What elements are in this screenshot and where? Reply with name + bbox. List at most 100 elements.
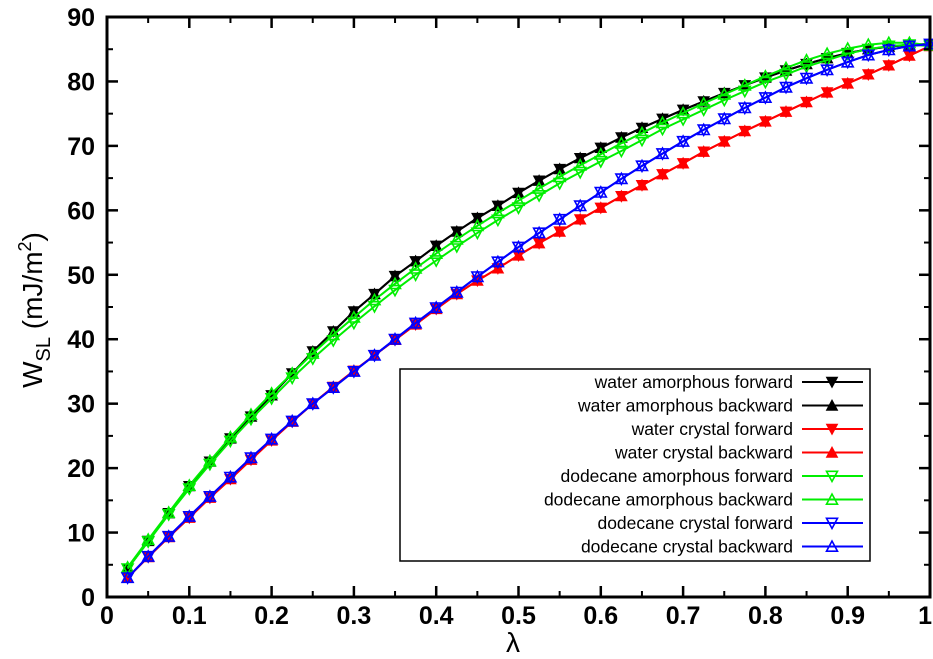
data-point-1-18: [491, 199, 505, 211]
data-point-4-30: [737, 85, 752, 99]
y-tick-label: 0: [81, 584, 95, 612]
y-tick-label: 60: [67, 197, 95, 225]
x-tick-label: 0.7: [666, 602, 701, 630]
data-point-3-33: [800, 95, 813, 108]
data-point-7-36: [861, 47, 876, 61]
legend-marker-6: [825, 517, 839, 531]
data-point-7-14: [408, 315, 423, 329]
x-tick-label: 0: [100, 602, 114, 630]
x-axis-title: λ: [506, 627, 520, 658]
data-point-7-16: [449, 285, 464, 298]
data-point-4-15: [429, 255, 444, 268]
data-point-1-19: [512, 186, 525, 199]
data-point-7-0: [120, 570, 135, 584]
data-point-7-9: [305, 396, 320, 410]
data-point-7-8: [285, 413, 300, 427]
data-point-7-35: [840, 54, 855, 68]
data-point-5-18: [491, 205, 505, 219]
data-point-7-10: [326, 380, 341, 394]
x-tick-label: 0.8: [748, 602, 783, 630]
data-point-5-38: [902, 35, 917, 49]
data-point-3-20: [532, 236, 546, 249]
data-point-4-27: [676, 114, 690, 127]
data-point-7-34: [820, 62, 834, 76]
data-point-5-2: [161, 505, 176, 519]
data-point-4-32: [779, 68, 793, 82]
data-point-5-37: [881, 35, 896, 49]
data-point-4-34: [820, 54, 834, 68]
series-layer: [120, 35, 933, 585]
data-point-7-33: [799, 71, 814, 84]
data-point-1-14: [409, 254, 422, 267]
data-point-7-31: [758, 90, 773, 103]
data-point-5-10: [326, 327, 341, 341]
data-point-5-21: [552, 169, 567, 183]
y-axis-title: WSL (mJ/m2): [15, 232, 55, 388]
x-tick-label: 0.3: [337, 602, 372, 630]
data-point-7-19: [511, 239, 526, 253]
data-point-4-0: [120, 563, 135, 576]
legend-label-3: water crystal backward: [614, 443, 793, 463]
data-point-3-32: [779, 105, 793, 117]
data-point-3-23: [594, 201, 608, 213]
data-point-5-25: [635, 125, 649, 139]
y-tick-label: 20: [67, 455, 95, 483]
data-point-4-33: [799, 61, 814, 74]
data-point-7-4: [203, 489, 217, 502]
data-point-7-3: [182, 509, 197, 522]
ticks-layer: 0 0.1 0.2 0.3 0.4 0.5 0.6 0.7 0.8 0.9 101020304050…: [67, 4, 932, 630]
data-point-5-26: [655, 115, 670, 129]
legend-marker-7: [825, 539, 839, 553]
data-point-1-21: [553, 162, 567, 175]
data-point-4-13: [388, 284, 402, 298]
series-line-4: [126, 43, 931, 570]
data-point-1-16: [450, 225, 464, 237]
data-point-7-29: [717, 111, 732, 125]
legend-label-7: dodecane crystal backward: [581, 537, 793, 557]
data-point-3-36: [861, 67, 875, 80]
series-line-1: [126, 43, 931, 570]
data-point-5-19: [511, 193, 526, 207]
data-point-7-37: [881, 42, 896, 56]
y-axis-title-main: W: [17, 361, 48, 388]
data-point-4-24: [614, 145, 629, 159]
data-point-7-32: [779, 80, 793, 93]
series-line-5: [126, 41, 931, 568]
y-axis-title-close: ): [17, 232, 48, 241]
y-tick-label: 40: [67, 326, 95, 354]
data-point-5-31: [758, 69, 773, 82]
data-point-3-24: [615, 189, 628, 202]
y-tick-label: 70: [67, 133, 95, 161]
data-point-3-22: [573, 212, 587, 225]
data-point-4-19: [511, 202, 526, 215]
data-point-7-24: [614, 171, 629, 185]
data-point-5-23: [593, 147, 608, 160]
data-point-7-1: [141, 549, 156, 562]
x-tick-label: 0.6: [583, 602, 618, 630]
data-point-7-15: [429, 300, 444, 314]
y-tick-label: 90: [67, 4, 95, 32]
data-point-1-22: [573, 151, 587, 164]
data-point-3-25: [635, 178, 649, 191]
data-point-5-28: [696, 96, 711, 109]
y-axis-title-sub: SL: [33, 337, 55, 361]
data-point-7-20: [532, 225, 546, 239]
series-line-3: [126, 45, 931, 579]
data-point-4-26: [655, 123, 670, 137]
data-point-7-2: [161, 529, 176, 542]
data-point-7-12: [367, 348, 382, 361]
data-point-4-28: [696, 104, 711, 117]
data-point-5-24: [614, 136, 629, 149]
data-point-3-31: [759, 114, 772, 127]
data-point-5-16: [449, 232, 464, 245]
legend-label-2: water crystal forward: [631, 419, 793, 439]
legend-marker-4: [825, 470, 839, 484]
legend-label-1: water amorphous backward: [577, 396, 793, 416]
data-point-4-14: [408, 269, 423, 282]
y-axis-title-unit: (mJ/m: [17, 251, 48, 337]
data-point-5-33: [799, 53, 814, 66]
legend-marker-3: [825, 445, 839, 458]
data-point-5-30: [737, 78, 752, 91]
data-point-7-13: [388, 332, 402, 345]
data-point-4-31: [758, 76, 773, 90]
